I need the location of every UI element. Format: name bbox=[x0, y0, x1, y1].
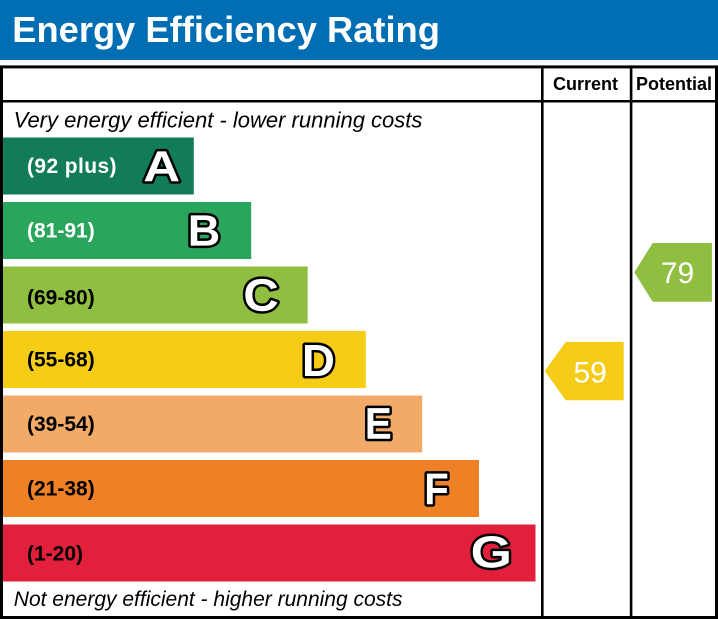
svg-text:(81-91): (81-91) bbox=[27, 220, 95, 243]
svg-text:(39-54): (39-54) bbox=[27, 413, 95, 436]
svg-text:(1-20): (1-20) bbox=[27, 543, 83, 566]
svg-text:(21-38): (21-38) bbox=[27, 478, 95, 501]
svg-text:Not energy efficient - higher: Not energy efficient - higher running co… bbox=[14, 588, 403, 611]
svg-text:(69-80): (69-80) bbox=[27, 287, 95, 310]
svg-text:Very energy efficient - lower: Very energy efficient - lower running co… bbox=[14, 108, 423, 133]
svg-text:(55-68): (55-68) bbox=[27, 349, 95, 372]
svg-text:Current: Current bbox=[553, 74, 618, 94]
svg-text:59: 59 bbox=[574, 356, 607, 389]
svg-text:(92 plus): (92 plus) bbox=[27, 155, 117, 178]
svg-text:Potential: Potential bbox=[636, 74, 712, 94]
svg-text:Energy Efficiency Rating: Energy Efficiency Rating bbox=[12, 9, 440, 50]
svg-text:79: 79 bbox=[661, 257, 694, 290]
